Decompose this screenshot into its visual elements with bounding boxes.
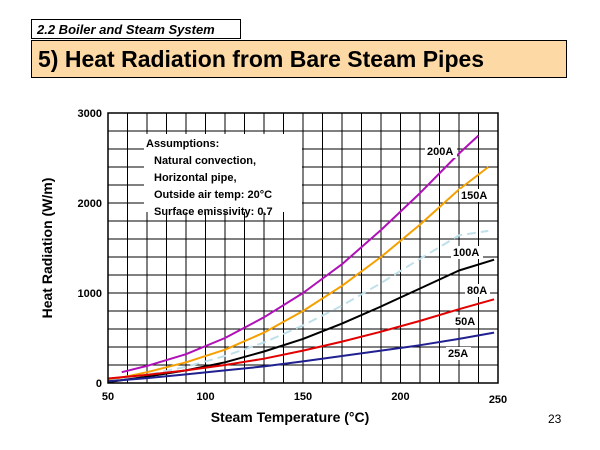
series-label-100a: 100A	[453, 247, 479, 259]
series-line-200a	[121, 134, 480, 374]
axes: 50 100 150 200 250 0 1000 2000 3000 Steam Tempera…	[39, 108, 507, 425]
y-tick-label: 0	[96, 378, 102, 390]
y-axis-title: Heat Radiation (W/m)	[39, 178, 55, 319]
x-axis-title: Steam Temperature (°C)	[211, 409, 370, 425]
plot-frame	[107, 112, 499, 384]
series-label-150a: 150A	[461, 190, 487, 202]
series-label-200a: 200A	[427, 146, 453, 158]
series-label-bg	[446, 347, 471, 360]
x-tick-label: 100	[196, 391, 214, 403]
series-label-bg	[465, 284, 490, 297]
annotation-box	[144, 134, 302, 212]
series-label-80a: 80A	[467, 285, 487, 297]
annotation-line: Surface emissivity: 0.7	[154, 206, 273, 218]
series-label-50a: 50A	[455, 316, 475, 328]
x-tick-label: 50	[102, 391, 114, 403]
annotation-line: Outside air temp: 20°C	[154, 189, 272, 201]
y-tick-label: 1000	[78, 288, 102, 300]
annotation-line: Horizontal pipe,	[154, 172, 237, 184]
annotation-line: Natural convection,	[154, 155, 256, 167]
series-line-100a	[107, 229, 489, 383]
page-number: 23	[548, 412, 562, 426]
x-tick-label: 200	[391, 391, 409, 403]
series-label-25a: 25A	[448, 348, 468, 360]
y-tick-label: 2000	[78, 198, 102, 210]
section-tag: 2.2 Boiler and Steam System	[31, 19, 241, 39]
series-labels: 200A 150A 100A 80A 50A 25A	[425, 145, 491, 360]
annotation-line: Assumptions:	[146, 138, 219, 150]
series-line-50a	[107, 298, 495, 380]
series-line-25a	[107, 331, 495, 383]
series-line-150a	[107, 166, 489, 382]
x-tick-label: 250	[489, 394, 507, 406]
series-label-bg	[453, 315, 478, 328]
y-tick-label: 3000	[78, 108, 102, 120]
series-label-bg	[451, 246, 483, 259]
x-tick-label: 150	[294, 391, 312, 403]
series-label-bg	[425, 145, 457, 158]
series-lines	[107, 134, 495, 384]
series-label-bg	[459, 189, 491, 202]
assumptions-annotation: Assumptions: Natural convection, Horizonta…	[144, 134, 302, 218]
page-title: 5) Heat Radiation from Bare Steam Pipes	[31, 40, 567, 78]
